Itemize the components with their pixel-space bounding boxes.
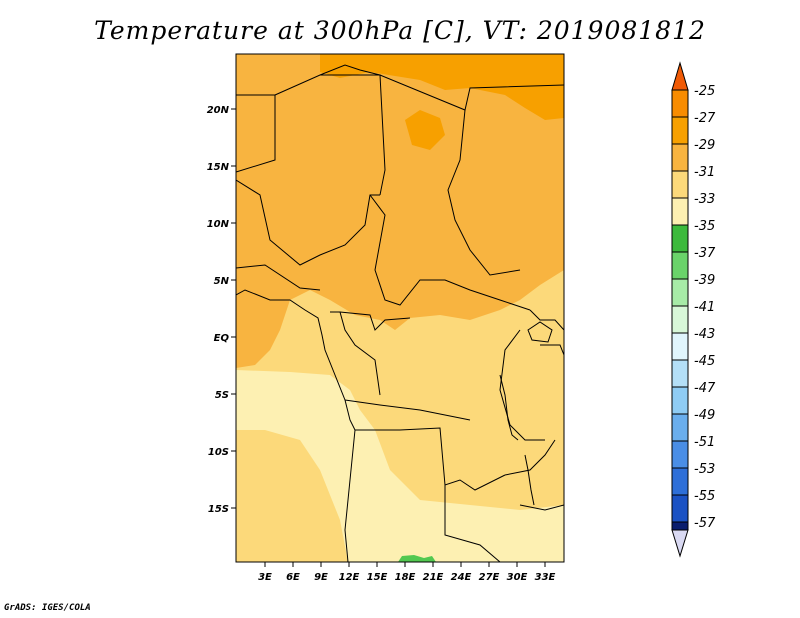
colorbar-swatch [671,467,689,496]
colorbar-label: -55 [694,489,715,504]
colorbar-label: -39 [694,273,715,288]
field-band-35-37 [398,555,436,562]
lat-label-10n: 10N [207,219,230,230]
colorbar-label: -43 [694,327,715,342]
colorbar-label: -35 [694,219,715,234]
lat-label-5s: 5S [215,390,229,401]
colorbar-swatch [671,143,689,172]
lat-label-10s: 10S [208,447,229,458]
colorbar-bottom-triangle [671,529,689,558]
colorbar-label: -37 [694,246,716,261]
border-line [519,504,564,511]
colorbar-swatch [671,521,689,531]
colorbar-swatch [671,116,689,145]
border-line [369,194,531,311]
colorbar-label: -47 [694,381,716,396]
colorbar-swatch [671,170,689,199]
colorbar-label: -25 [694,84,715,99]
lon-label-24e: 24E [451,572,472,583]
border-line [330,311,411,331]
border-line [540,344,564,356]
lat-label-15s: 15S [208,504,229,515]
field-band-31-33-west [236,430,348,562]
colorbar: -25 -27 -29 -31 -33 -35 -37 -39 -41 -43 … [671,61,716,558]
colorbar-top-triangle [671,61,689,91]
lake-outline [527,321,553,343]
border-line [236,94,276,173]
lat-label-20n: 20N [207,105,230,116]
lon-label-18e: 18E [395,572,416,583]
lat-label-eq: EQ [214,333,230,344]
border-line [344,429,356,562]
lon-label-33e: 33E [535,572,556,583]
border-line [447,109,521,276]
lon-label-6e: 6E [286,572,300,583]
colorbar-label: -57 [694,516,716,531]
colorbar-swatch [671,386,689,415]
colorbar-swatch [671,251,689,280]
lon-label-3e: 3E [258,572,272,583]
lon-label-21e: 21E [423,572,444,583]
map-frame [235,53,565,563]
colorbar-label: -33 [694,192,715,207]
lat-axis: 20N 15N 10N 5N EQ 5S 10S 15S [207,105,236,515]
colorbar-swatch [671,413,689,442]
lat-label-5n: 5N [214,276,230,287]
border-line [339,311,381,396]
colorbar-label: -31 [694,165,715,180]
colorbar-swatch [671,197,689,226]
border-line [319,64,381,76]
border-line [504,439,556,476]
colorbar-label: -53 [694,462,715,477]
colorbar-swatch [671,305,689,334]
colorbar-label: -41 [694,300,715,315]
colorbar-label: -27 [694,111,716,126]
border-line [344,399,471,421]
lon-label-27e: 27E [479,572,500,583]
colorbar-label: -49 [694,408,715,423]
colorbar-swatch [671,440,689,469]
colorbar-label: -45 [694,354,715,369]
lon-axis: 3E 6E 9E 12E 15E 18E 21E 24E 27E 30E 33E [258,562,556,583]
colorbar-swatch [671,494,689,523]
lake-outline [524,454,535,506]
coastline [236,289,356,431]
colorbar-swatch [671,278,689,307]
border-line [379,74,564,111]
lon-label-30e: 30E [507,572,528,583]
colorbar-swatch [671,359,689,388]
border-line [236,264,321,291]
border-line [236,179,380,266]
grads-credit: GrADS: IGES/COLA [4,603,91,613]
lat-label-15n: 15N [207,162,230,173]
lon-label-9e: 9E [314,572,328,583]
colorbar-swatch [671,89,689,118]
field-band-27-29 [320,54,564,120]
colorbar-label: -29 [694,138,715,153]
border-line [444,485,501,562]
chart-title: Temperature at 300hPa [C], VT: 201908181… [94,16,706,45]
temperature-field [236,54,564,562]
border-line [499,329,545,441]
lon-label-15e: 15E [367,572,388,583]
border-line [529,309,564,331]
lon-label-12e: 12E [339,572,360,583]
colorbar-swatch [671,332,689,361]
colorbar-swatch [671,224,689,253]
country-borders [236,64,564,562]
lake-outline [499,374,519,441]
colorbar-label: -51 [694,435,715,450]
field-patch-27-29 [405,110,445,150]
